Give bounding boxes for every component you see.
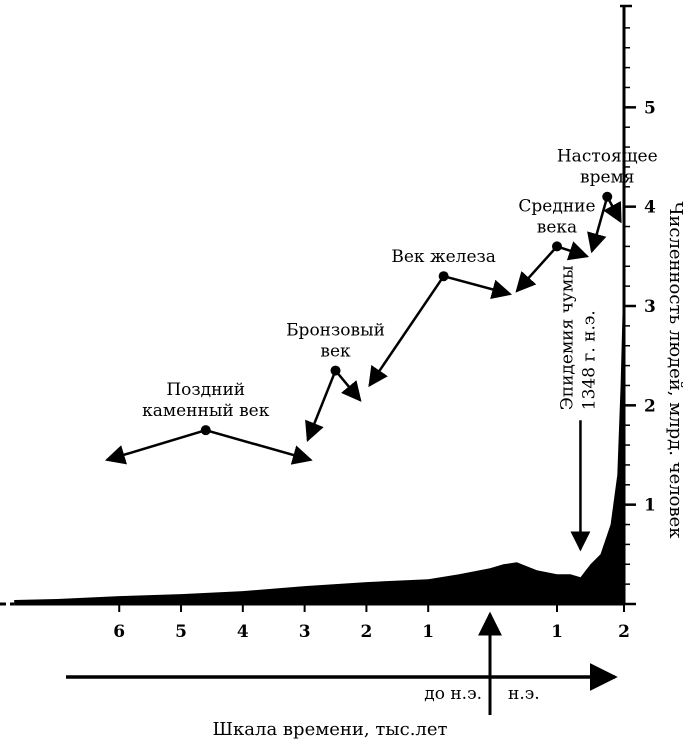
- annotation-dot: [330, 365, 341, 376]
- annotation-label: время: [580, 168, 634, 188]
- annotation-label: век: [320, 342, 351, 362]
- y-tick-label: 5: [644, 98, 656, 118]
- era-label-bc: до н.э.: [424, 684, 482, 704]
- x-tick-label: 5: [175, 622, 187, 642]
- annotation-label: Поздний: [166, 380, 245, 400]
- plague-label-line: Эпидемия чумы: [557, 265, 577, 410]
- y-tick-label: 4: [644, 198, 656, 218]
- annotation-arrow: [305, 370, 337, 442]
- annotation-label: века: [537, 217, 577, 237]
- x-tick-label: 4: [237, 622, 249, 642]
- population-area: [14, 306, 624, 604]
- annotation-label: Бронзовый: [286, 321, 385, 341]
- annotation-arrow: [104, 428, 207, 465]
- x-axis-label: Шкала времени, тыс.лет: [213, 719, 448, 740]
- annotation-arrow: [205, 428, 313, 465]
- x-tick-label: 6: [113, 622, 125, 642]
- annotation-arrow: [556, 241, 590, 261]
- annotation-label: Средние: [518, 196, 595, 216]
- annotation-arrow: [368, 275, 445, 388]
- annotation-label: каменный век: [142, 401, 270, 421]
- x-tick-label: 2: [618, 622, 630, 642]
- x-tick-label: 2: [360, 622, 372, 642]
- annotation-dot: [602, 191, 613, 202]
- y-tick-label: 2: [644, 396, 656, 416]
- annotation-arrow: [443, 274, 513, 300]
- y-tick-label: 1: [644, 496, 656, 516]
- annotation-dot: [200, 425, 211, 436]
- plague-label: Эпидемия чумы 1348 г. н.э.: [557, 265, 599, 410]
- era-label-ad: н.э.: [508, 684, 540, 704]
- plague-label-line: 1348 г. н.э.: [579, 310, 599, 410]
- annotation-dot: [552, 241, 562, 252]
- x-tick-label: 3: [299, 622, 311, 642]
- y-tick-label: 3: [644, 297, 656, 317]
- annotation-arrow: [334, 369, 362, 402]
- annotation-dot: [438, 271, 449, 282]
- annotation-arrow: [515, 245, 558, 293]
- x-tick-label: 1: [422, 622, 434, 642]
- annotation-label: Век железа: [391, 247, 496, 267]
- annotation-label: Настоящее: [557, 147, 658, 167]
- x-tick-label: 1: [551, 622, 563, 642]
- y-axis-label: Численность людей, млрд. человек: [665, 201, 686, 539]
